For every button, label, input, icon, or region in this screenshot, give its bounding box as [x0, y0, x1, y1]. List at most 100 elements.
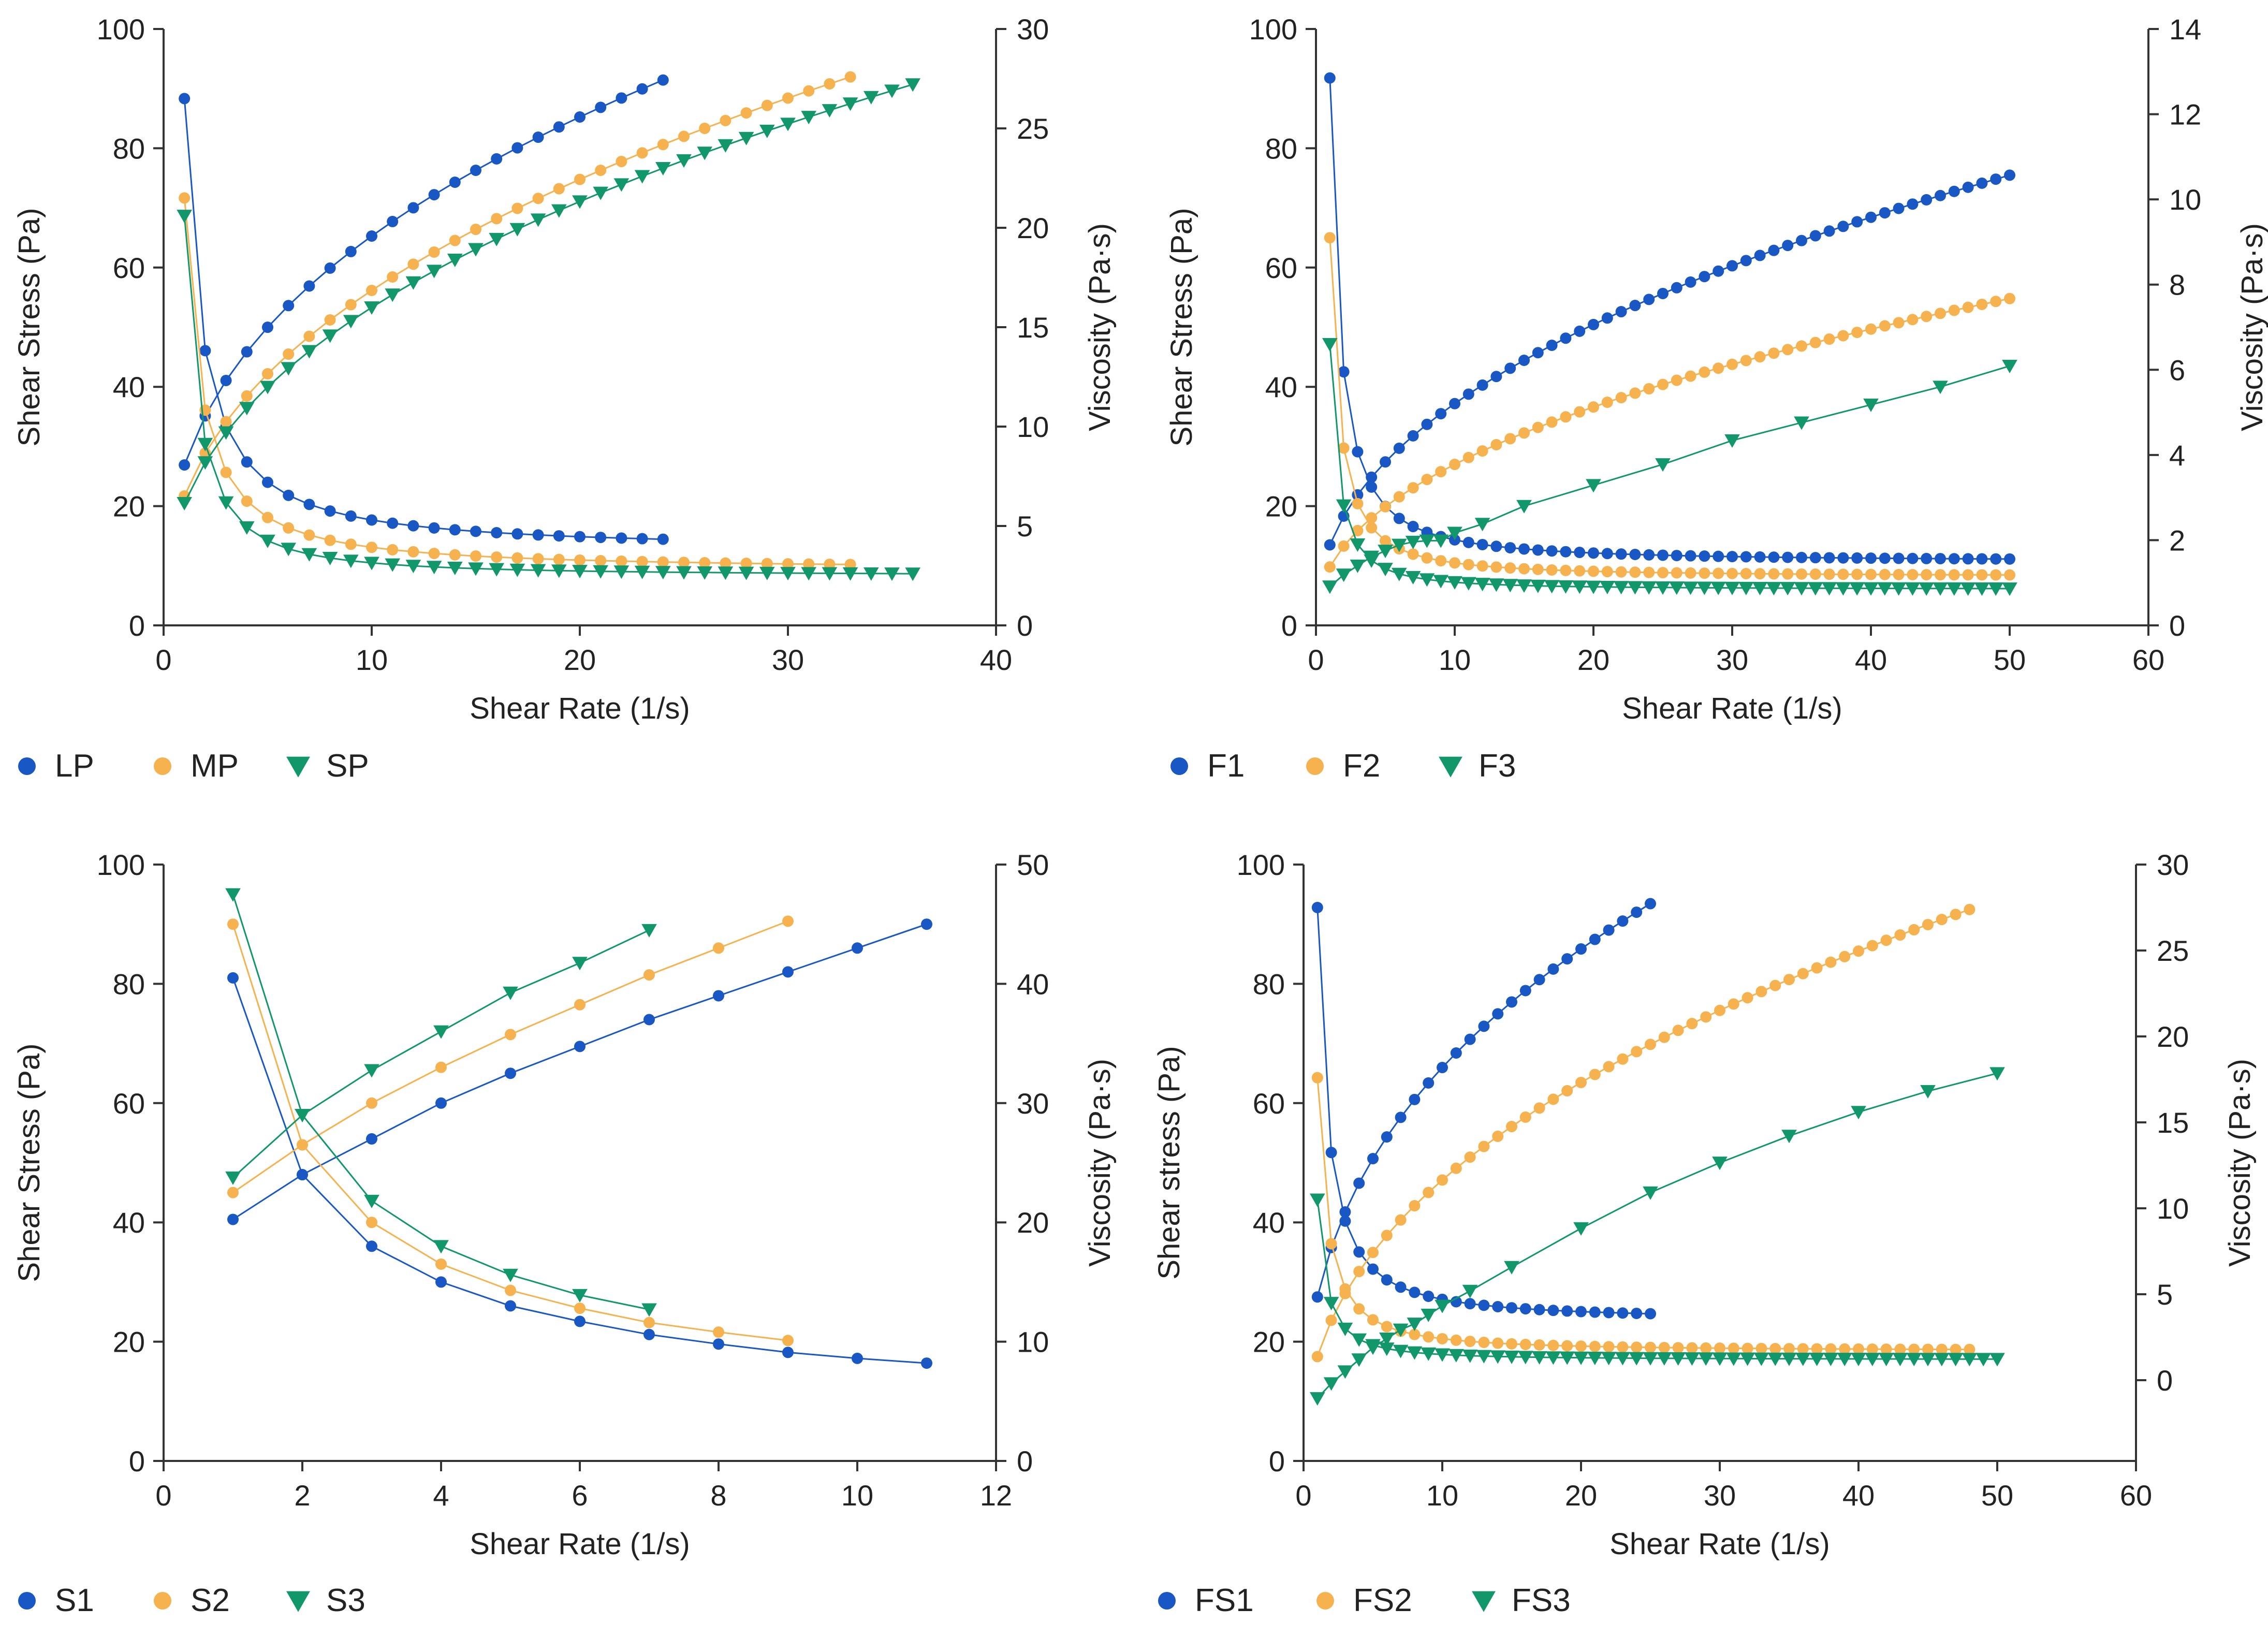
- viscosity-point-LP: [553, 530, 565, 542]
- chart-panel-bottom-right: 0 10 20 30 40 50 60 0 20 40 60 80 100 0 5 10 15 20 25 30 She…: [1152, 849, 2257, 1618]
- stress-point-FS2: [1645, 1039, 1656, 1050]
- y2-tick-label: 40: [1017, 968, 1049, 1000]
- viscosity-point-F2: [1837, 568, 1849, 580]
- stress-point-F3: [1350, 559, 1366, 573]
- stress-point-LP: [553, 121, 565, 133]
- stress-point-F1: [1671, 282, 1682, 294]
- stress-point-F2: [1393, 491, 1405, 503]
- x-tick-label: 10: [1439, 644, 1471, 676]
- viscosity-point-F1: [1366, 481, 1378, 493]
- series-FS2: [1311, 903, 1976, 1363]
- stress-point-LP: [345, 245, 357, 257]
- stress-point-MP: [262, 368, 273, 380]
- stress-point-FS1: [1367, 1153, 1379, 1165]
- stress-point-FS2: [1450, 1162, 1462, 1174]
- stress-point-FS2: [1395, 1214, 1407, 1226]
- viscosity-point-FS2: [1658, 1342, 1670, 1354]
- stress-point-S1: [366, 1133, 377, 1145]
- stress-point-FS1: [1311, 1291, 1323, 1303]
- stress-point-F2: [1643, 383, 1655, 394]
- viscosity-point-F3: [1710, 581, 1726, 595]
- viscosity-point-F3: [1863, 582, 1879, 596]
- viscosity-point-MP: [761, 558, 773, 569]
- viscosity-point-MP: [449, 549, 461, 561]
- viscosity-point-FS2: [1686, 1342, 1698, 1354]
- stress-point-F3: [1586, 479, 1601, 493]
- stress-point-F1: [1518, 355, 1530, 367]
- stress-point-FS2: [1825, 956, 1837, 968]
- stress-point-FS3: [1920, 1085, 1936, 1099]
- stress-point-F1: [1560, 332, 1572, 344]
- viscosity-point-F2: [1726, 567, 1738, 579]
- viscosity-point-FS1: [1353, 1246, 1365, 1258]
- stress-point-F1: [1754, 250, 1766, 261]
- viscosity-point-F3: [1350, 538, 1366, 552]
- stress-point-MP: [761, 99, 773, 111]
- viscosity-point-SP: [197, 437, 213, 451]
- stress-point-F3: [1794, 416, 1809, 430]
- stress-point-SP: [343, 315, 359, 329]
- x-tick-label: 2: [294, 1479, 310, 1512]
- viscosity-point-FS3: [1476, 1350, 1492, 1364]
- viscosity-point-FS2: [1950, 1343, 1962, 1355]
- viscosity-point-SP: [239, 521, 255, 535]
- series-MP: [179, 71, 856, 571]
- stress-point-F2: [1713, 362, 1724, 374]
- viscosity-point-FS2: [1423, 1331, 1435, 1343]
- stress-point-MP: [720, 114, 731, 126]
- viscosity-point-MP: [782, 558, 794, 570]
- stress-point-FS2: [1700, 1011, 1712, 1023]
- viscosity-point-LP: [241, 456, 253, 468]
- stress-point-FS2: [1853, 945, 1864, 957]
- legend-marker-S3: [286, 1591, 310, 1612]
- y2-tick-label: 10: [1017, 1326, 1049, 1358]
- y2-tick-label: 25: [2157, 934, 2189, 967]
- viscosity-point-FS1: [1617, 1307, 1629, 1319]
- viscosity-point-FS3: [1684, 1352, 1700, 1366]
- viscosity-point-LP: [345, 510, 357, 522]
- y2-tick-label: 0: [2157, 1364, 2173, 1397]
- stress-point-SP: [301, 345, 317, 359]
- viscosity-point-FS1: [1395, 1281, 1407, 1293]
- y-tick-label: 80: [1265, 132, 1297, 165]
- stress-point-FS2: [1617, 1053, 1629, 1065]
- viscosity-point-F3: [1474, 578, 1490, 592]
- stress-point-FS2: [1478, 1140, 1490, 1152]
- viscosity-point-F2: [1851, 568, 1863, 580]
- viscosity-point-FS3: [1823, 1352, 1839, 1366]
- legend-label-S2: S2: [191, 1583, 230, 1618]
- viscosity-point-MP: [720, 557, 731, 569]
- stress-point-FS3: [1435, 1299, 1450, 1313]
- stress-point-FS2: [1367, 1247, 1379, 1259]
- legend-marker-S2: [154, 1592, 171, 1610]
- stress-point-F1: [1685, 276, 1696, 288]
- viscosity-point-FS3: [1435, 1348, 1450, 1362]
- stress-point-LP: [366, 230, 377, 242]
- x-tick-label: 40: [980, 644, 1012, 676]
- y2-axis-title: Viscosity (Pa·s): [2235, 223, 2268, 431]
- viscosity-point-FS3: [1448, 1349, 1464, 1363]
- viscosity-point-F1: [1643, 549, 1655, 561]
- viscosity-point-S2: [227, 918, 239, 930]
- viscosity-point-FS3: [1517, 1351, 1533, 1365]
- series-S1: [227, 918, 932, 1369]
- viscosity-point-FS2: [1533, 1339, 1545, 1351]
- stress-point-F2: [1782, 344, 1794, 356]
- viscosity-point-FS3: [1504, 1350, 1519, 1364]
- viscosity-point-F1: [1976, 553, 1988, 565]
- y2-tick-label: 4: [2169, 439, 2185, 472]
- stress-point-S1: [435, 1097, 447, 1109]
- stress-point-S1: [505, 1067, 516, 1079]
- x-tick-label: 20: [564, 644, 596, 676]
- viscosity-line-MP: [183, 198, 851, 565]
- stress-point-FS2: [1728, 998, 1739, 1010]
- y2-tick-label: 6: [2169, 354, 2185, 386]
- y2-tick-label: 14: [2169, 13, 2201, 46]
- stress-point-F1: [1546, 340, 1558, 352]
- stress-point-MP: [324, 314, 336, 326]
- viscosity-point-FS2: [1603, 1341, 1615, 1353]
- legend-marker-SP: [286, 756, 310, 778]
- viscosity-point-F2: [1490, 561, 1502, 573]
- stress-point-SP: [509, 223, 525, 237]
